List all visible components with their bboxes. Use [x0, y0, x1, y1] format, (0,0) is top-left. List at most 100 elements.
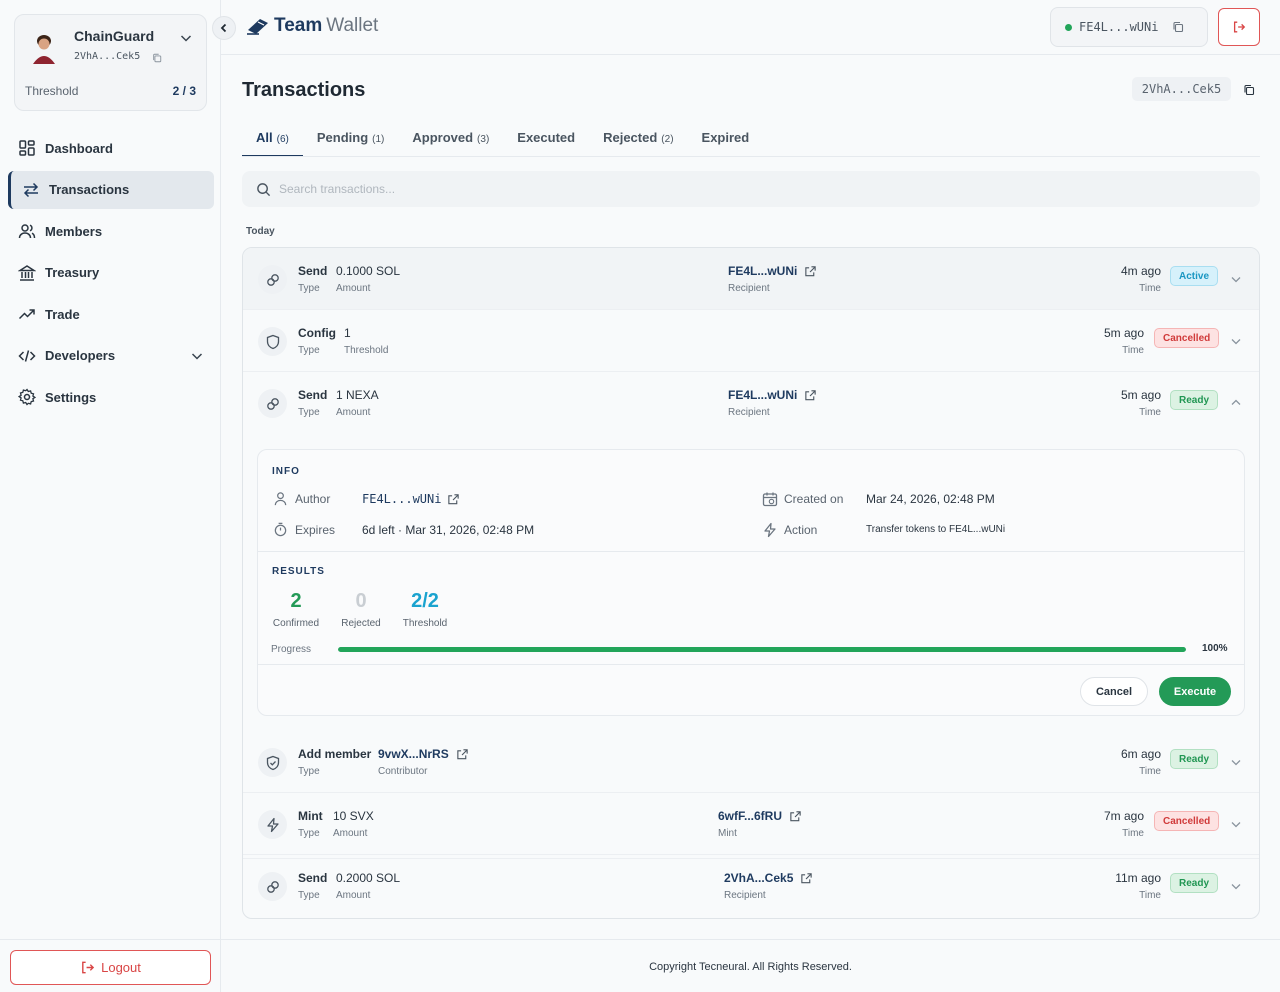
sidebar-item-members[interactable]: Members	[8, 212, 214, 250]
copy-icon[interactable]	[152, 53, 162, 63]
profile-card[interactable]: ChainGuard 2VhA...Cek5 Threshold 2 / 3	[14, 14, 207, 111]
profile-address: 2VhA...Cek5	[74, 51, 141, 62]
grid-icon	[19, 140, 35, 156]
copy-icon[interactable]	[1172, 21, 1184, 33]
created-value: Mar 24, 2026, 02:48 PM	[866, 492, 995, 506]
recipient-link[interactable]: FE4L...wUNi	[728, 264, 817, 278]
wallet-logo-icon	[247, 19, 268, 35]
sidebar-item-transactions[interactable]: Transactions	[8, 170, 214, 209]
tx-time-label: Time	[1139, 766, 1161, 777]
sidebar-item-dashboard[interactable]: Dashboard	[8, 129, 214, 167]
mint-link[interactable]: 6wfF...6fRU	[718, 809, 802, 823]
tx-type: Send	[298, 388, 328, 402]
wallet-address: FE4L...wUNi	[1079, 20, 1159, 34]
tab-all[interactable]: All (6)	[242, 120, 303, 157]
gear-icon	[18, 388, 36, 406]
brand-title-bold: Team	[274, 15, 323, 36]
section-label-today: Today	[246, 226, 275, 237]
tx-type-label: Type	[298, 828, 320, 839]
tx-time-label: Time	[1139, 283, 1161, 294]
author-link[interactable]: FE4L...wUNi	[362, 492, 460, 506]
transaction-row[interactable]: Mint Type 10 SVX Amount 6wfF...6fRU Mint…	[243, 793, 1259, 855]
tx-amount: 0.2000 SOL	[336, 871, 401, 885]
disconnect-button[interactable]	[1218, 8, 1260, 46]
rejected-count: 0	[355, 590, 367, 612]
transaction-row[interactable]: Config Type 1 Threshold 5m ago Time Canc…	[243, 310, 1259, 372]
sidebar-collapse-button[interactable]	[212, 16, 236, 40]
author-label: Author	[295, 492, 331, 506]
tx-time: 5m ago	[1120, 388, 1161, 402]
chevron-down-icon[interactable]	[1230, 818, 1242, 830]
chevron-down-icon[interactable]	[190, 349, 204, 363]
logout-icon	[1233, 21, 1246, 33]
cancel-button[interactable]: Cancel	[1080, 677, 1148, 706]
logout-button[interactable]: Logout	[10, 950, 211, 985]
status-badge: Cancelled	[1154, 328, 1220, 348]
tx-amount: 1 NEXA	[336, 388, 379, 402]
trending-icon	[18, 309, 35, 320]
status-badge: Ready	[1170, 873, 1219, 893]
tx-type: Send	[298, 871, 328, 885]
transaction-row[interactable]: Send Type 0.2000 SOL Amount 2VhA...Cek5 …	[243, 855, 1259, 917]
brand-logo[interactable]: Team Wallet	[246, 15, 378, 37]
chevron-down-icon[interactable]	[1230, 335, 1242, 347]
sidebar-item-trade[interactable]: Trade	[8, 295, 214, 333]
expires-value: 6d left · Mar 31, 2026, 02:48 PM	[362, 523, 535, 537]
tx-time: 6m ago	[1120, 747, 1161, 761]
code-icon	[18, 349, 36, 362]
chevron-down-icon[interactable]	[1230, 756, 1242, 768]
chevron-down-icon[interactable]	[1230, 273, 1242, 285]
divider	[258, 664, 1244, 665]
chevron-down-icon[interactable]	[1230, 880, 1242, 892]
logout-icon	[82, 961, 95, 974]
recipient-link[interactable]: 2VhA...Cek5	[724, 871, 813, 885]
footer-copyright: Copyright Tecneural. All Rights Reserved…	[649, 961, 852, 973]
tx-amount-label: Amount	[336, 890, 371, 901]
tx-type-label: Type	[298, 345, 320, 356]
transaction-details: INFO Author FE4L...wUNi Expires 6d left …	[257, 449, 1245, 716]
wallet-address-pill[interactable]: FE4L...wUNi	[1050, 7, 1208, 47]
tab-expired[interactable]: Expired	[701, 130, 750, 145]
recipient-label: Recipient	[728, 407, 770, 418]
sidebar-item-label: Transactions	[49, 182, 130, 197]
tab-pending[interactable]: Pending (1)	[316, 130, 385, 145]
recipient-label: Recipient	[724, 890, 766, 901]
tx-amount: 10 SVX	[333, 809, 374, 823]
sidebar-item-treasury[interactable]: Treasury	[8, 254, 214, 292]
tx-amount-label: Amount	[336, 283, 371, 294]
sidebar-item-settings[interactable]: Settings	[8, 378, 214, 416]
chevron-down-icon[interactable]	[179, 31, 193, 45]
recipient-label: Recipient	[728, 283, 770, 294]
tx-value: 1	[344, 326, 351, 340]
external-link-icon	[805, 389, 817, 400]
brand-title-light: Wallet	[326, 15, 379, 36]
status-badge: Cancelled	[1154, 811, 1220, 831]
tx-type-label: Type	[298, 283, 320, 294]
sidebar-item-developers[interactable]: Developers	[8, 337, 214, 375]
chevron-up-icon[interactable]	[1230, 397, 1242, 409]
copy-icon[interactable]	[1243, 84, 1255, 96]
tab-approved[interactable]: Approved (3)	[412, 130, 490, 145]
sidebar-item-label: Treasury	[45, 265, 100, 280]
tx-time-label: Time	[1139, 407, 1161, 418]
threshold-value: 2 / 3	[172, 84, 196, 98]
search-input[interactable]	[279, 182, 1179, 196]
contributor-link[interactable]: 9vwX...NrRS	[378, 747, 469, 761]
tx-time: 11m ago	[1115, 871, 1161, 885]
transaction-row[interactable]: Add member Type 9vwX...NrRS Contributor …	[243, 731, 1259, 793]
transaction-row[interactable]: Send Type 0.1000 SOL Amount FE4L...wUNi …	[243, 248, 1259, 310]
profile-name: ChainGuard	[74, 28, 155, 44]
search-bar[interactable]	[242, 171, 1260, 207]
tx-time-label: Time	[1122, 345, 1144, 356]
divider	[221, 54, 1280, 55]
external-link-icon	[805, 265, 817, 276]
tab-executed[interactable]: Executed	[517, 130, 576, 145]
tab-rejected[interactable]: Rejected (2)	[603, 130, 674, 145]
transaction-row-expanded[interactable]: Send Type 1 NEXA Amount FE4L...wUNi Reci…	[243, 372, 1259, 859]
threshold-label: Threshold	[402, 618, 448, 629]
execute-button[interactable]: Execute	[1159, 677, 1231, 706]
recipient-link[interactable]: FE4L...wUNi	[728, 388, 817, 402]
timer-icon	[274, 522, 287, 537]
expires-label: Expires	[295, 523, 336, 537]
status-badge: Active	[1170, 266, 1219, 286]
